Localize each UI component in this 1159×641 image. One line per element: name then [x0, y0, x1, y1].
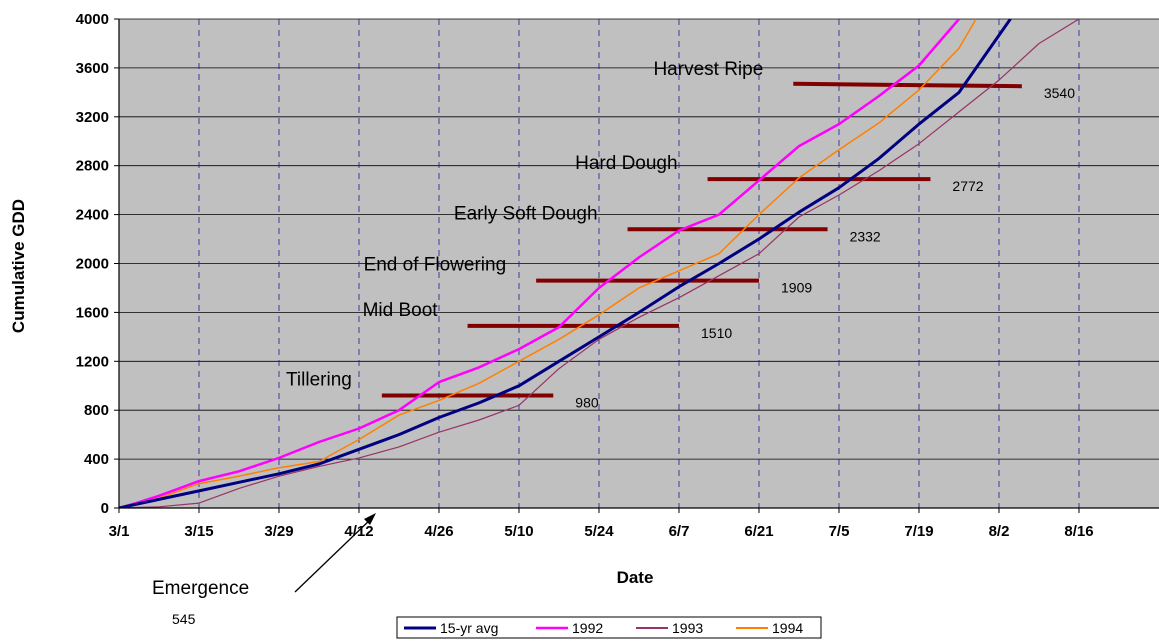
- stage-bars: [381, 81, 1022, 398]
- stage-gdd-label: 1510: [701, 325, 732, 341]
- emergence-arrow-line: [294, 516, 374, 593]
- stage-name-label: Early Soft Dough: [454, 203, 598, 224]
- series-line-1992: [119, 19, 960, 508]
- stage-name-label: Mid Boot: [363, 300, 439, 321]
- emergence-value: 545: [172, 611, 196, 627]
- x-tick-label: 4/12: [344, 523, 373, 540]
- y-tick-label: 1200: [76, 353, 109, 370]
- stage-gdd-label: 980: [575, 395, 599, 411]
- stage-gdd-label: 1909: [781, 280, 812, 296]
- stage-gdd-label: 3540: [1044, 85, 1075, 101]
- y-tick-label: 1600: [76, 304, 109, 321]
- stage-gdd-label: 2772: [952, 178, 983, 194]
- y-tick-label: 400: [84, 451, 109, 468]
- x-tick-label: 5/10: [504, 523, 533, 540]
- x-tick-label: 7/5: [829, 523, 850, 540]
- stage-name-label: Harvest Ripe: [653, 59, 763, 80]
- y-tick-label: 2400: [76, 207, 109, 224]
- x-tick-label: 3/29: [264, 523, 293, 540]
- axes: [114, 18, 1159, 513]
- x-tick-label: 7/19: [904, 523, 933, 540]
- stage-name-label: Tillering: [286, 370, 352, 391]
- emergence-arrow-head: [364, 513, 376, 525]
- x-axis-title: Date: [617, 568, 654, 587]
- series-line-15-yr-avg: [119, 19, 1012, 508]
- y-tick-label: 0: [101, 500, 109, 517]
- legend-entry-label: 1994: [772, 620, 803, 636]
- x-tick-label: 5/24: [584, 523, 614, 540]
- emergence-label: Emergence: [152, 578, 249, 599]
- x-tick-label: 8/16: [1064, 523, 1093, 540]
- gridlines: [119, 18, 1159, 508]
- y-axis-title: Cumulative GDD: [9, 199, 28, 333]
- x-tick-label: 6/7: [669, 523, 690, 540]
- x-tick-label: 4/26: [424, 523, 453, 540]
- tick-labels: 0 400 800 1200 1600 2000 2400 2800 3200 3600 4000 3…: [76, 11, 1094, 540]
- x-tick-label: 3/1: [109, 523, 130, 540]
- stage-gdd-label: 2332: [850, 228, 881, 244]
- stage-name-label: Hard Dough: [575, 153, 677, 174]
- legend-entry-label: 1992: [572, 620, 603, 636]
- y-tick-label: 2000: [76, 256, 109, 273]
- x-tick-label: 8/2: [989, 523, 1010, 540]
- series-line-1994: [119, 19, 977, 508]
- stage-bar: [793, 81, 1022, 89]
- y-tick-label: 3600: [76, 60, 109, 77]
- y-tick-label: 2800: [76, 158, 109, 175]
- stage-name-label: End of Flowering: [364, 255, 507, 276]
- y-tick-label: 4000: [76, 11, 109, 28]
- y-tick-label: 800: [84, 402, 109, 419]
- legend-box: [396, 616, 822, 639]
- y-tick-label: 3200: [76, 109, 109, 126]
- legend-entry-label: 15-yr avg: [440, 620, 498, 636]
- x-tick-label: 3/15: [184, 523, 213, 540]
- legend-entry-label: 1993: [672, 620, 703, 636]
- series-lines: [119, 19, 1080, 508]
- legend: 15-yr avg 1992 1993 1994: [396, 616, 822, 639]
- series-line-1993: [119, 19, 1080, 508]
- x-tick-label: 6/21: [744, 523, 773, 540]
- stage-labels: Tillering 980 Mid Boot 1510 End of Flowering…: [286, 59, 1075, 411]
